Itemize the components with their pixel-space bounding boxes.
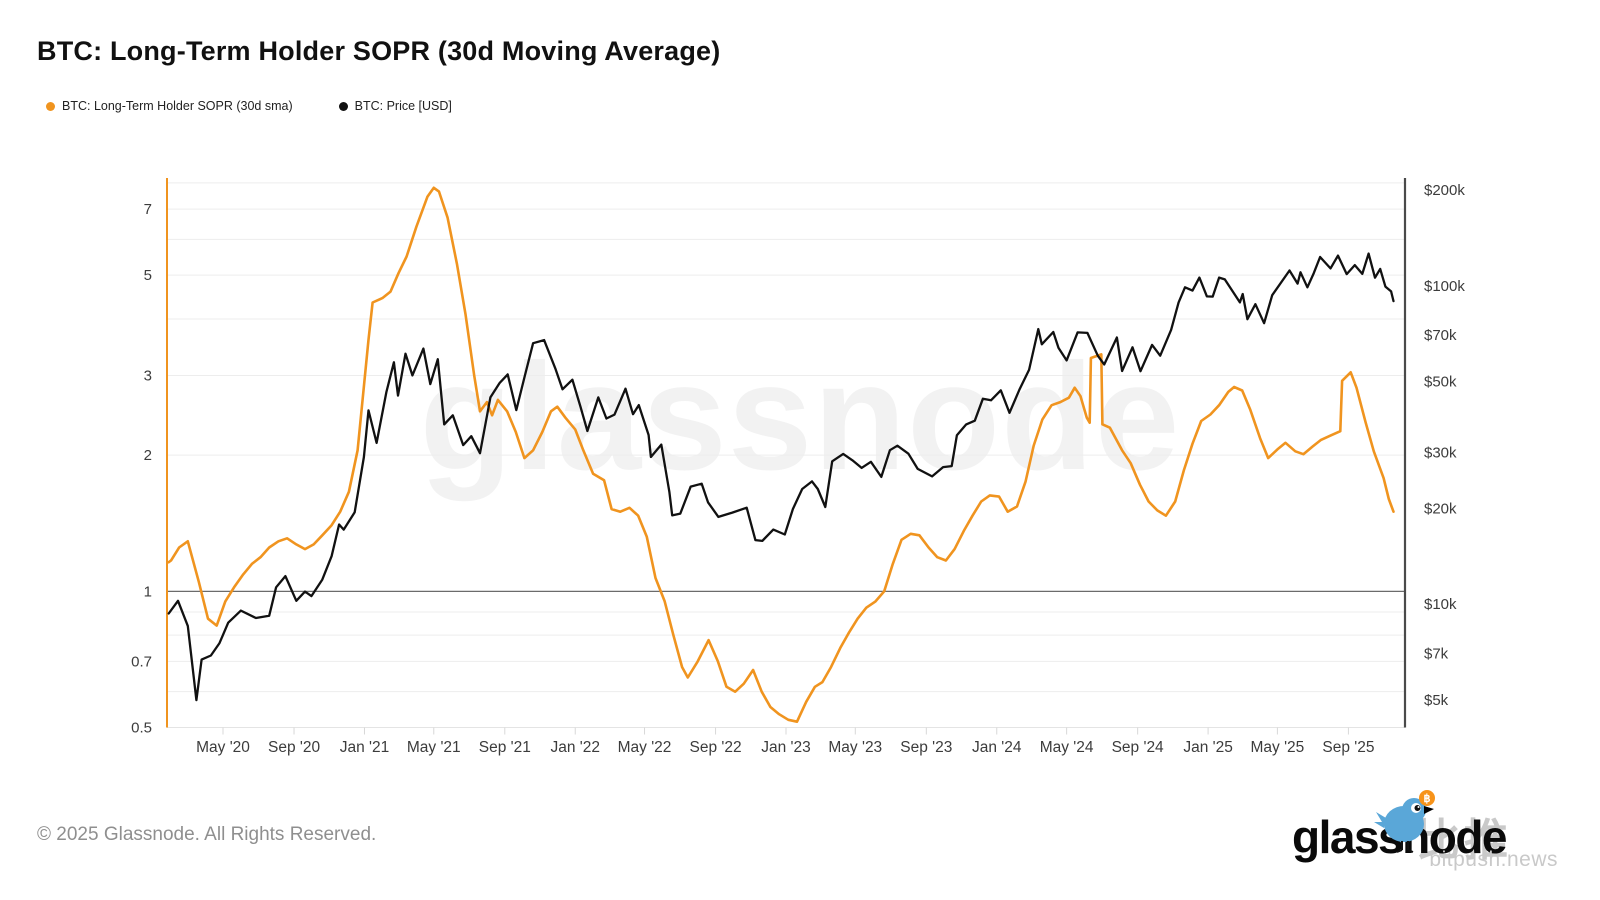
right-axis-tick-label: $5k (1424, 692, 1449, 709)
right-axis-tick-label: $20k (1424, 500, 1457, 517)
right-axis-tick-label: $7k (1424, 646, 1449, 663)
bitpush-bird-icon: ฿ (1370, 788, 1442, 865)
right-axis-tick-label: $70k (1424, 327, 1457, 344)
legend-item-price[interactable]: BTC: Price [USD] (338, 99, 452, 113)
x-axis-tick-label: Jan '24 (972, 739, 1022, 756)
left-axis-tick-label: 1 (144, 583, 152, 600)
x-axis-tick-label: Sep '21 (479, 739, 531, 756)
x-axis-tick-label: Jan '21 (340, 739, 390, 756)
x-axis-tick-label: Jan '25 (1183, 739, 1233, 756)
right-axis-tick-label: $10k (1424, 596, 1457, 613)
copyright-text: © 2025 Glassnode. All Rights Reserved. (37, 824, 377, 845)
sopr-line (167, 186, 1395, 723)
left-axis-tick-label: 3 (144, 368, 152, 385)
right-axis-tick-label: $50k (1424, 374, 1457, 391)
price-line (167, 252, 1395, 702)
svg-text:฿: ฿ (1424, 793, 1431, 805)
x-axis-tick-label: Sep '22 (690, 739, 742, 756)
right-axis-tick-label: $30k (1424, 444, 1457, 461)
x-axis-tick-label: May '23 (828, 739, 882, 756)
right-axis-tick-label: $100k (1424, 278, 1465, 295)
legend-label-sopr: BTC: Long-Term Holder SOPR (30d sma) (62, 99, 293, 113)
glassnode-watermark: glassnode (419, 332, 1181, 502)
x-axis-tick-label: May '22 (618, 739, 672, 756)
brand-footer: 比推 glassnode ฿ bitpush.news (1292, 790, 1558, 876)
left-axis-tick-label: 0.7 (131, 653, 152, 670)
chart-legend: BTC: Long-Term Holder SOPR (30d sma) BTC… (46, 99, 452, 113)
page-title: BTC: Long-Term Holder SOPR (30d Moving A… (37, 36, 721, 66)
x-axis-tick-label: Sep '23 (900, 739, 952, 756)
price-legend-dot-icon (338, 101, 348, 111)
x-axis-tick-label: Sep '25 (1322, 739, 1374, 756)
left-axis-tick-label: 5 (144, 267, 152, 284)
x-axis-tick-label: May '24 (1040, 739, 1094, 756)
legend-label-price: BTC: Price [USD] (354, 99, 452, 113)
left-axis-tick-label: 0.5 (131, 720, 152, 737)
x-axis-tick-label: Jan '23 (761, 739, 811, 756)
x-axis-tick-label: May '20 (196, 739, 250, 756)
x-axis-tick-label: May '21 (407, 739, 461, 756)
x-axis-tick-label: Jan '22 (550, 739, 600, 756)
sopr-legend-dot-icon (46, 101, 55, 111)
bitpush-chinese-watermark: 比推 (1416, 815, 1512, 866)
left-axis-tick-label: 2 (144, 447, 152, 464)
right-axis-tick-label: $200k (1424, 182, 1465, 199)
left-axis-tick-label: 7 (144, 201, 152, 218)
x-axis-tick-label: May '25 (1250, 739, 1304, 756)
bitpush-news-text: bitpush.news (1429, 848, 1558, 871)
legend-item-sopr[interactable]: BTC: Long-Term Holder SOPR (30d sma) (46, 99, 293, 113)
x-axis-tick-label: Sep '20 (268, 739, 320, 756)
x-axis-tick-label: Sep '24 (1112, 739, 1164, 756)
